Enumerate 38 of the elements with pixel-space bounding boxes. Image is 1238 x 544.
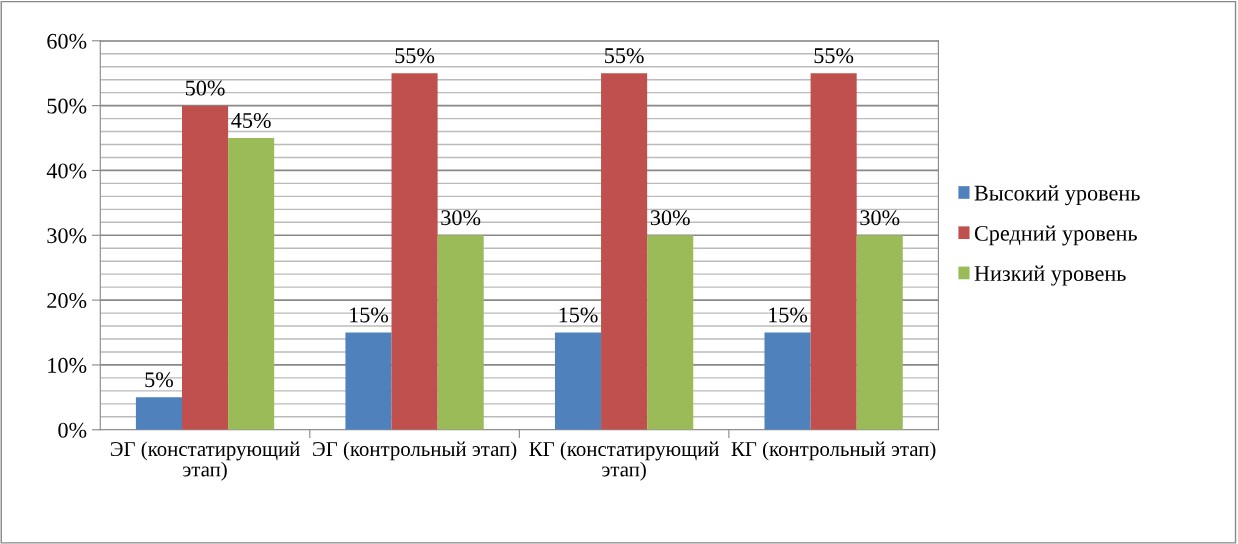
text: 30%	[650, 210, 690, 226]
x-tick-label: ЭГ (контрольный этап)	[313, 441, 517, 461]
x-tick-label: КГ (контрольный этап)	[731, 441, 936, 461]
bar	[135, 397, 182, 430]
y-tick-label: 20%	[47, 293, 87, 309]
text: 55%	[814, 48, 854, 64]
text: 30%	[860, 210, 900, 226]
bar	[391, 73, 438, 430]
bar	[182, 105, 229, 430]
text: 55%	[605, 48, 644, 64]
text: 30%	[441, 210, 481, 226]
bar	[228, 138, 275, 430]
text: 5%	[145, 372, 173, 388]
y-tick-label: 40%	[46, 163, 87, 179]
y-tick-label: 30%	[47, 228, 87, 244]
bar	[601, 73, 648, 430]
x-tick-label: ЭГ (констатирующий этап)	[110, 441, 300, 481]
bar	[856, 235, 903, 430]
text: 15%	[769, 307, 808, 323]
y-tick-label: 10%	[48, 357, 87, 373]
bar	[345, 332, 392, 430]
text: 15%	[350, 307, 389, 323]
y-tick-label: 50%	[47, 98, 87, 114]
text: 45%	[231, 112, 271, 129]
text: 55%	[395, 48, 435, 64]
legend-label: Низкий уровень	[974, 265, 1126, 286]
text: 15%	[559, 307, 598, 323]
bar	[764, 332, 811, 430]
bar	[437, 235, 484, 430]
bar	[810, 73, 857, 430]
legend-label: Средний уровень	[974, 225, 1137, 246]
x-tick-label: КГ (констатирующий этап)	[529, 441, 719, 481]
text: 50%	[185, 80, 225, 96]
bar	[647, 235, 694, 430]
y-tick-label: 0%	[58, 422, 87, 438]
legend-label: Высокий уровень	[974, 185, 1140, 206]
y-tick-label: 60%	[47, 33, 87, 49]
bar	[554, 332, 602, 430]
